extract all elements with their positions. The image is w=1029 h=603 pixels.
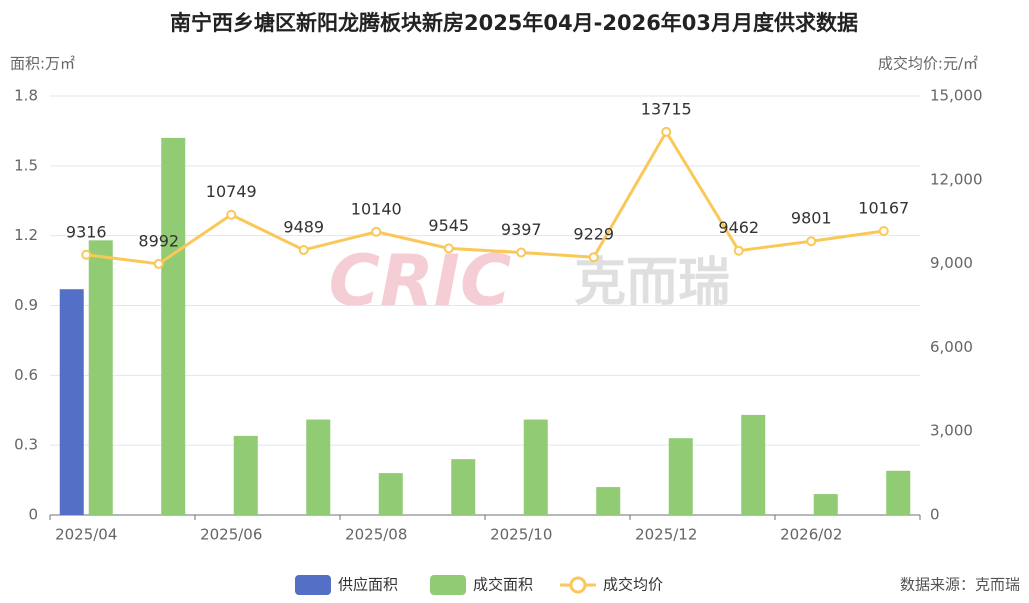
data-label: 8992: [138, 231, 179, 250]
y-tick-label: 0.3: [14, 436, 38, 454]
bar: [378, 473, 403, 515]
y-tick-label: 0.6: [14, 366, 38, 384]
line-point: [516, 247, 527, 258]
line-point: [661, 126, 672, 137]
bar: [306, 419, 331, 515]
bar: [161, 137, 186, 515]
data-label: 10140: [351, 199, 402, 218]
legend-label: 成交面积: [473, 576, 533, 594]
y-tick-label: 1.2: [14, 226, 38, 244]
bar: [813, 494, 838, 515]
y2-tick-label: 12,000: [930, 170, 983, 188]
bar: [59, 289, 84, 515]
y-tick-label: 1.8: [14, 87, 38, 105]
bar: [886, 470, 911, 515]
bar: [741, 414, 766, 515]
line-point: [153, 258, 164, 269]
bar: [523, 419, 548, 515]
legend-swatch: [430, 575, 466, 595]
line-point: [81, 249, 92, 260]
x-tick-label: 2025/10: [490, 526, 552, 544]
line: [86, 128, 884, 266]
data-label: 9462: [718, 218, 759, 237]
bar: [88, 240, 113, 516]
line-point: [443, 243, 454, 254]
bar: [668, 438, 693, 515]
y2-tick-label: 6,000: [930, 338, 973, 356]
legend-swatch: [569, 576, 587, 594]
x-tick-label: 2025/12: [635, 526, 697, 544]
y-tick-label: 0: [28, 506, 38, 524]
data-label: 9229: [573, 225, 614, 244]
legend-swatch: [295, 575, 331, 595]
y2-tick-label: 3,000: [930, 422, 973, 440]
bar: [451, 459, 476, 515]
y-tick-label: 1.5: [14, 156, 38, 174]
data-label: 9316: [66, 222, 107, 241]
x-tick-label: 2025/08: [345, 526, 407, 544]
data-label: 13715: [641, 99, 692, 118]
watermark-logo: CRIC: [329, 240, 512, 322]
y-axis-label: 面积:万㎡: [10, 55, 75, 73]
chart-title: 南宁西乡塘区新阳龙腾板块新房2025年04月-2026年03月月度供求数据: [170, 11, 858, 35]
data-label: 9801: [791, 209, 832, 228]
x-tick-label: 2025/04: [55, 526, 117, 544]
line-point: [733, 245, 744, 256]
legend-label: 成交均价: [603, 576, 663, 594]
bar: [233, 435, 258, 515]
y-tick-label: 0.9: [14, 296, 38, 314]
bar: [596, 487, 621, 515]
y2-tick-label: 0: [930, 506, 940, 524]
data-label: 10167: [858, 199, 909, 218]
line-point: [226, 209, 237, 220]
legend-label: 供应面积: [338, 576, 398, 594]
line-point: [588, 252, 599, 263]
x-tick-label: 2026/02: [780, 526, 842, 544]
y2-tick-label: 15,000: [930, 87, 983, 105]
data-label: 9489: [283, 217, 324, 236]
data-label: 10749: [206, 182, 257, 201]
source: 数据来源：克而瑞: [900, 576, 1020, 594]
line-point: [298, 244, 309, 255]
data-label: 9545: [428, 216, 469, 235]
line-point: [878, 226, 889, 237]
watermark-name: 克而瑞: [574, 253, 730, 313]
line-point: [371, 226, 382, 237]
data-label: 9397: [501, 220, 542, 239]
y2-tick-label: 9,000: [930, 254, 973, 272]
x-tick-label: 2025/06: [200, 526, 262, 544]
line-point: [806, 236, 817, 247]
y2-axis-label: 成交均价:元/㎡: [878, 55, 978, 73]
